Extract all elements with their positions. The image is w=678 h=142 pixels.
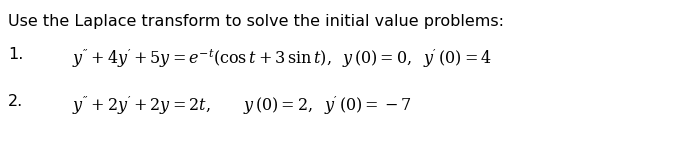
Text: Use the Laplace transform to solve the initial value problems:: Use the Laplace transform to solve the i… [8,14,504,29]
Text: $y'' + 2y' + 2y = 2t, \qquad y\,(0) = 2, \;\; y'\,(0) = -7$: $y'' + 2y' + 2y = 2t, \qquad y\,(0) = 2,… [72,94,412,117]
Text: $y'' + 4y' + 5y = e^{-t}(\mathrm{cos}\,t + 3\,\mathrm{sin}\,t),\;\; y\,(0) = 0,\: $y'' + 4y' + 5y = e^{-t}(\mathrm{cos}\,t… [72,47,492,70]
Text: 1.: 1. [8,47,23,62]
Text: 2.: 2. [8,94,23,109]
